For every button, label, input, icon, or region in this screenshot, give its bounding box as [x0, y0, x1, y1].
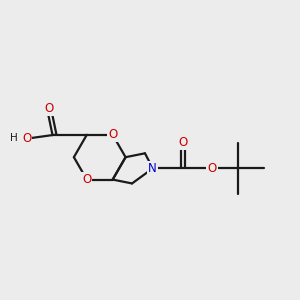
Text: H: H: [10, 133, 17, 143]
Text: O: O: [82, 173, 92, 186]
Text: O: O: [44, 102, 54, 116]
Text: O: O: [22, 132, 32, 145]
Text: O: O: [178, 136, 188, 149]
Text: O: O: [207, 162, 217, 175]
Text: O: O: [108, 128, 117, 141]
Text: N: N: [148, 162, 157, 175]
